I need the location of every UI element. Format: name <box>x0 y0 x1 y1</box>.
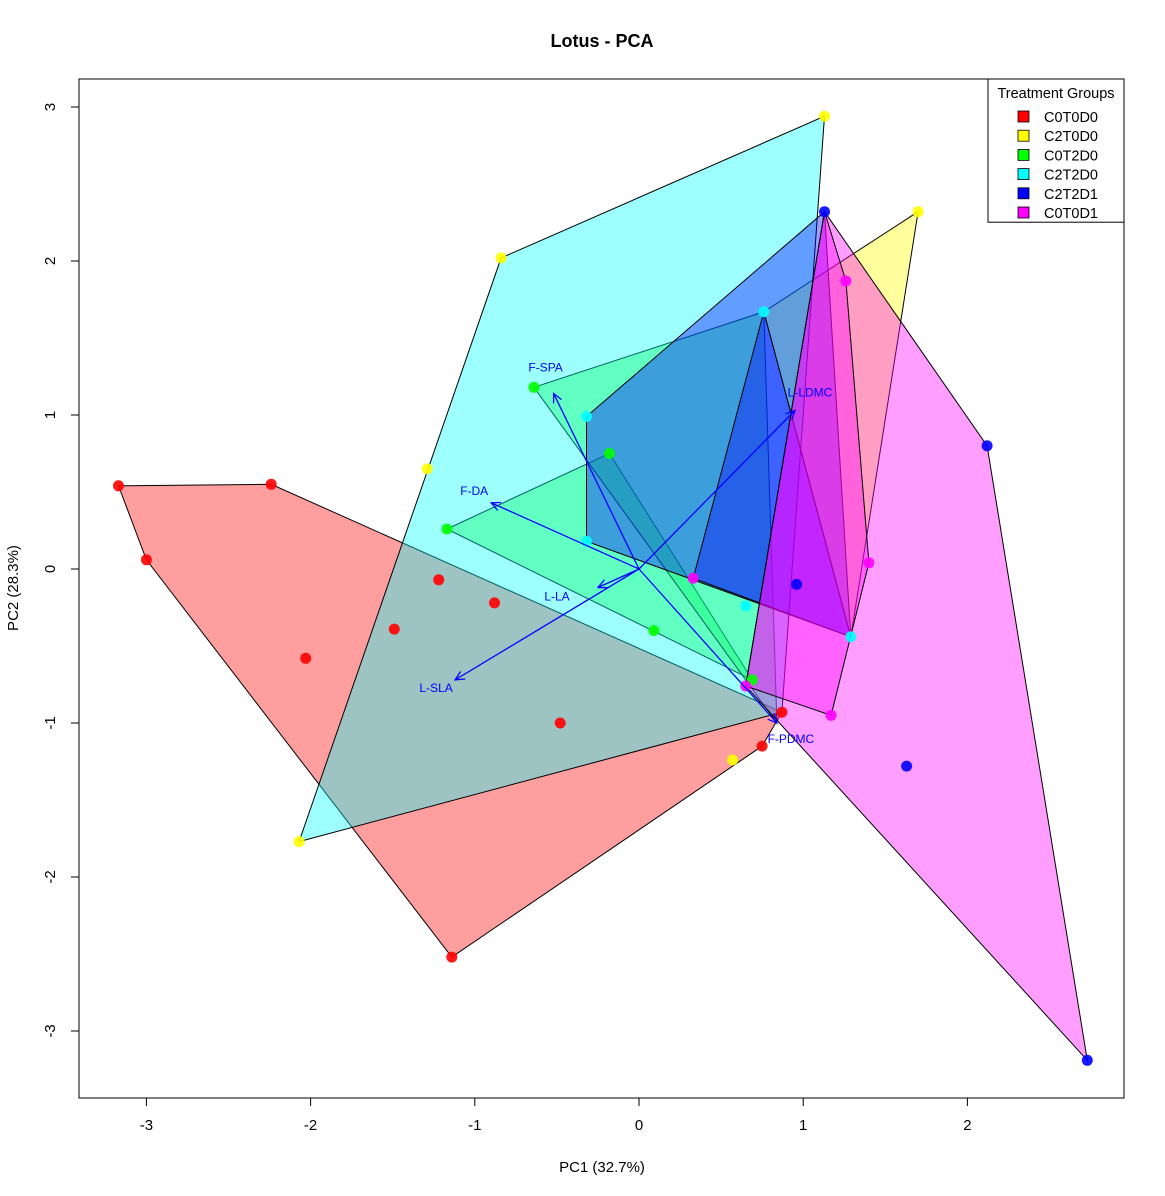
y-tick-label: -3 <box>42 1024 59 1037</box>
point-c2t2d1 <box>981 440 993 452</box>
legend-swatch <box>1017 168 1030 181</box>
y-tick-label: -2 <box>42 870 59 883</box>
point-c0t0d1 <box>863 557 875 569</box>
point-c2t0d0 <box>912 206 924 218</box>
point-c2t2d1 <box>791 578 803 590</box>
legend-label: C0T0D1 <box>1044 206 1098 222</box>
point-c0t0d0 <box>300 652 312 664</box>
point-c0t0d0 <box>554 717 566 729</box>
legend-label: C2T2D0 <box>1044 168 1098 184</box>
point-c0t0d1 <box>825 709 837 721</box>
arrowhead <box>453 671 466 681</box>
convex-hulls <box>117 115 1089 1062</box>
point-c2t2d0 <box>740 600 752 612</box>
arrowhead <box>489 501 502 511</box>
arrowhead <box>552 392 562 404</box>
point-c0t2d0 <box>648 625 660 637</box>
point-c2t0d0 <box>727 754 739 766</box>
loading-arrow <box>638 409 796 570</box>
point-c0t0d1 <box>687 572 699 584</box>
hull-c0t2d0 <box>533 311 778 725</box>
point-c0t0d0 <box>388 623 400 635</box>
legend-swatch <box>1017 148 1030 161</box>
legend: Treatment Groups C0T0D0 C2T0D0 C0T2D0 C2T2D0… <box>987 78 1125 223</box>
x-axis: -3 -2 -1 0 1 2 <box>140 1097 972 1134</box>
hull-c0t2d0 <box>445 452 754 682</box>
arrowhead <box>767 713 778 725</box>
point-c0t0d0 <box>433 574 445 586</box>
data-points <box>113 110 1093 1066</box>
y-axis: -3 -2 -1 0 1 2 3 <box>42 103 80 1038</box>
point-c2t0d0 <box>495 252 507 264</box>
x-axis-label: PC1 (32.7%) <box>559 1159 645 1176</box>
point-c0t0d0 <box>776 706 788 718</box>
x-tick-label: -1 <box>468 1117 481 1134</box>
loading-label: L-SLA <box>419 681 452 695</box>
arrowhead <box>596 579 608 589</box>
legend-label: C0T0D0 <box>1044 110 1098 126</box>
point-c0t0d1 <box>840 275 852 287</box>
arrowhead <box>785 409 797 421</box>
chart-title: Lotus - PCA <box>551 31 654 51</box>
point-c0t0d0 <box>446 951 458 963</box>
y-tick-label: 0 <box>42 565 59 573</box>
loading-arrow <box>597 568 640 589</box>
point-c2t2d0 <box>581 411 592 422</box>
legend-label: C2T0D0 <box>1044 129 1098 145</box>
point-c0t0d0 <box>113 480 124 492</box>
point-c0t0d0 <box>756 740 768 752</box>
loading-arrows: F-SPA F-DA L-LDMC L-LA L-SLA F-PDMC <box>419 360 832 746</box>
point-c2t2d0 <box>845 631 857 643</box>
point-c0t2d0 <box>603 448 615 459</box>
point-c2t2d1 <box>1081 1054 1093 1066</box>
loading-arrow <box>490 502 640 570</box>
point-c0t2d0 <box>528 381 540 393</box>
x-tick-label: 0 <box>635 1117 643 1134</box>
x-tick-label: -2 <box>304 1117 317 1134</box>
y-tick-label: 3 <box>42 103 59 111</box>
legend-label: C2T2D1 <box>1044 187 1098 203</box>
loading-arrow <box>553 393 640 570</box>
loading-label: F-SPA <box>528 360 562 374</box>
loading-label: F-DA <box>460 484 488 498</box>
y-tick-label: 2 <box>42 257 59 265</box>
point-c0t0d1 <box>740 680 752 692</box>
legend-swatch <box>1017 206 1030 219</box>
y-axis-label: PC2 (28.3%) <box>5 545 22 631</box>
point-c2t0d0 <box>421 463 433 475</box>
x-tick-label: 2 <box>963 1117 971 1134</box>
point-c0t0d0 <box>140 554 152 566</box>
loading-arrow <box>454 568 640 681</box>
legend-swatch <box>1017 110 1030 123</box>
point-c2t2d1 <box>819 206 830 218</box>
legend-swatch <box>1017 187 1030 200</box>
x-tick-label: 1 <box>799 1117 807 1134</box>
point-c0t0d0 <box>489 597 500 609</box>
legend-label: C0T2D0 <box>1044 148 1098 164</box>
y-tick-label: 1 <box>42 411 59 419</box>
point-c0t0d0 <box>265 478 277 490</box>
legend-box <box>987 78 1125 223</box>
point-c2t2d0 <box>758 306 770 318</box>
y-tick-label: -1 <box>42 716 59 729</box>
point-c0t2d0 <box>441 523 453 535</box>
loading-label: F-PDMC <box>768 732 815 746</box>
loading-arrow <box>638 568 778 724</box>
loading-label: L-LA <box>544 590 569 604</box>
point-c2t0d0 <box>819 110 830 122</box>
hull-c2t2d1 <box>692 309 852 638</box>
legend-swatch <box>1017 129 1030 142</box>
legend-title: Treatment Groups <box>997 86 1114 102</box>
x-tick-label: -3 <box>140 1117 153 1134</box>
point-c2t0d0 <box>293 836 305 848</box>
point-c2t2d1 <box>901 760 913 772</box>
loading-label: L-LDMC <box>788 385 833 399</box>
